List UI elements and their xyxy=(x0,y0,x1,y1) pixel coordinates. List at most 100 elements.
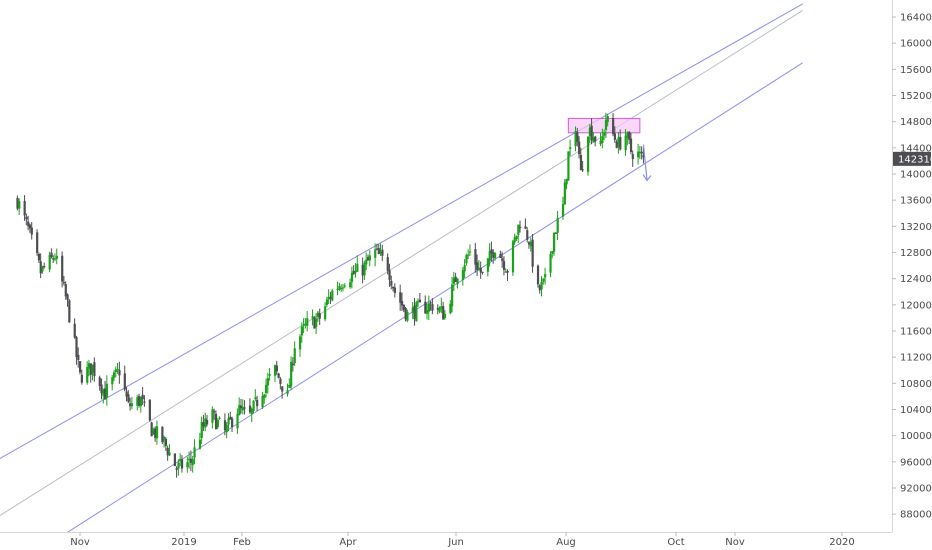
candle-body xyxy=(91,364,94,373)
candle-body xyxy=(43,266,46,268)
candle-body xyxy=(531,239,534,267)
candle-body xyxy=(306,318,309,326)
candle-body xyxy=(352,270,355,274)
candle-body xyxy=(236,413,239,429)
candle-body xyxy=(377,248,380,255)
candle-body xyxy=(499,253,502,258)
candle-body xyxy=(511,241,515,273)
candle-body xyxy=(529,241,532,247)
y-tick-label: 132000 xyxy=(900,222,932,233)
y-tick-label: 88000 xyxy=(900,510,932,521)
candle-body xyxy=(579,154,583,171)
candle-body xyxy=(141,394,144,400)
candle-body xyxy=(329,296,332,299)
candle-body xyxy=(223,420,227,431)
candle-body xyxy=(486,258,490,272)
candle-body xyxy=(481,271,484,273)
candle-body xyxy=(474,249,477,265)
candle-body xyxy=(23,200,26,216)
candle-body xyxy=(25,216,28,220)
candle-body xyxy=(399,292,402,303)
candle-body xyxy=(104,388,107,400)
candle-body xyxy=(375,248,379,250)
candle-body xyxy=(336,288,339,290)
candle-body xyxy=(454,276,457,283)
candle-body xyxy=(302,324,305,326)
candle-body xyxy=(386,257,389,271)
candle-body xyxy=(540,281,543,290)
candle-body xyxy=(381,249,384,256)
candle-body xyxy=(506,270,509,273)
candle-body xyxy=(619,136,622,150)
candle-body xyxy=(392,286,395,289)
candle-body xyxy=(544,274,547,278)
last-price-tag: 142316 xyxy=(893,151,932,166)
candle-body xyxy=(576,131,579,143)
candle-body xyxy=(164,438,168,446)
candle-body xyxy=(429,302,432,304)
candle-body xyxy=(594,136,597,142)
candle-body xyxy=(327,297,330,300)
candle-body xyxy=(98,377,101,386)
candle-body xyxy=(513,237,516,243)
candle-body xyxy=(404,307,407,320)
candle-body xyxy=(556,217,559,233)
candle-body xyxy=(587,136,590,172)
candle-body xyxy=(467,254,470,256)
channel-mid-line xyxy=(0,10,803,517)
candle-body xyxy=(601,136,604,144)
candle-body xyxy=(229,416,232,420)
candle-body xyxy=(68,300,71,323)
candle-body xyxy=(239,405,243,409)
candle-body xyxy=(279,378,282,384)
candle-body xyxy=(213,411,216,413)
candle-body xyxy=(527,242,531,245)
y-tick-label: 156000 xyxy=(900,65,932,76)
candle-body xyxy=(125,391,128,397)
candle-body xyxy=(468,251,472,253)
candle-body xyxy=(350,272,354,282)
candle-body xyxy=(318,313,321,319)
x-tick-label: Oct xyxy=(667,537,684,548)
candle-body xyxy=(604,119,608,130)
candle-body xyxy=(477,267,481,270)
candle-body xyxy=(248,405,252,413)
candle-body xyxy=(325,299,329,305)
candle-body xyxy=(400,300,404,306)
candle-body xyxy=(569,147,572,149)
y-tick-label: 116000 xyxy=(900,327,932,338)
candle-body xyxy=(343,285,346,287)
x-tick-label: Jun xyxy=(447,537,464,548)
candle-body xyxy=(89,363,92,375)
candle-body xyxy=(80,374,83,383)
candle-body xyxy=(501,258,504,261)
x-axis: Nov 2019 Feb Apr Jun Aug Oct Nov 2020 xyxy=(70,532,855,548)
y-axis: 88000 92000 96000 100000 104000 108000 112000 1… xyxy=(892,13,932,521)
candle-body xyxy=(150,422,153,437)
plot-area[interactable] xyxy=(0,3,803,540)
candle-body xyxy=(561,203,565,217)
candle-body xyxy=(324,306,327,320)
candle-body xyxy=(180,459,184,469)
candle-body xyxy=(138,396,141,406)
candle-body xyxy=(592,137,595,142)
candle-body xyxy=(218,417,221,419)
candle-body xyxy=(406,311,409,321)
y-tick-label: 144000 xyxy=(900,143,932,154)
candle-body xyxy=(631,154,634,159)
candle-body xyxy=(524,226,527,229)
candle-body xyxy=(617,137,620,147)
candle-body xyxy=(365,259,368,265)
candle-body xyxy=(66,294,69,300)
candle-body xyxy=(449,303,452,314)
candle-body xyxy=(168,452,171,456)
candle-body xyxy=(612,118,615,135)
candle-body xyxy=(252,400,255,411)
x-tick-label: Apr xyxy=(339,537,357,548)
candle-body xyxy=(28,224,32,229)
candle-body xyxy=(606,116,609,123)
candle-body xyxy=(504,271,507,273)
candle-body xyxy=(479,268,482,273)
last-price-label: 142316 xyxy=(898,154,932,165)
